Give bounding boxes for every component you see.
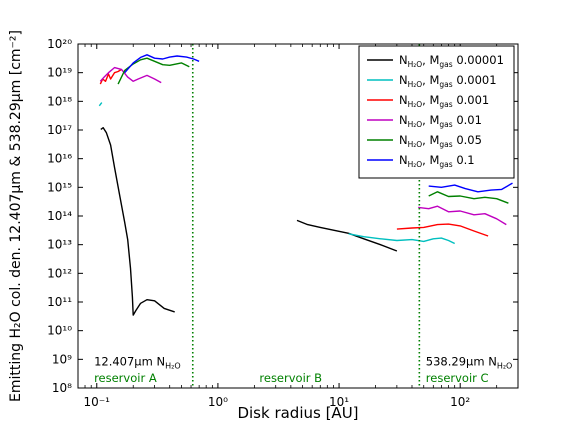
y-tick-label-5: 10¹³ xyxy=(47,238,72,252)
y-tick-label-9: 10¹⁷ xyxy=(47,123,72,137)
y-tick-label-10: 10¹⁸ xyxy=(47,94,72,108)
legend-entry-1: NH₂O, Mgas 0.0001 xyxy=(399,73,497,89)
y-tick-label-8: 10¹⁶ xyxy=(47,152,72,166)
x-tick-label-2: 10¹ xyxy=(329,395,349,409)
x-tick-label-0: 10⁻¹ xyxy=(84,395,111,409)
series-line-5-segment-0 xyxy=(124,54,200,74)
series-line-4-segment-1 xyxy=(428,191,509,204)
y-tick-label-4: 10¹² xyxy=(47,266,72,280)
legend: NH₂O, Mgas 0.00001 NH₂O, Mgas 0.0001 NH₂O,… xyxy=(358,45,515,179)
y-tick-label-3: 10¹¹ xyxy=(47,295,72,309)
y-axis-label: Emitting H₂O col. den. 12.407μm & 538.29… xyxy=(8,30,24,402)
legend-entry-2: NH₂O, Mgas 0.001 xyxy=(399,93,489,109)
legend-entry-5: NH₂O, Mgas 0.1 xyxy=(399,153,475,169)
legend-entry-0: NH₂O, Mgas 0.00001 xyxy=(399,53,504,69)
series-line-3-segment-0 xyxy=(99,66,162,84)
series-line-5-segment-1 xyxy=(428,182,513,193)
tick-layer: 10⁻¹ 10⁰ 10¹ 10² 10⁸ 10⁹ 10¹⁰ 10¹¹ 10¹² 10¹³ 10¹⁴ 1… xyxy=(47,37,518,409)
series-line-2-segment-0 xyxy=(99,68,122,85)
annotation-2: reservoir B xyxy=(259,371,322,385)
x-axis-label: Disk radius [AU] xyxy=(237,404,358,422)
series-line-4-segment-0 xyxy=(117,57,190,85)
series-line-1-segment-1 xyxy=(348,233,456,245)
annotation-3: 538.29μm NH₂O xyxy=(426,355,513,371)
y-tick-label-0: 10⁸ xyxy=(52,381,72,395)
series-line-0-segment-1 xyxy=(296,219,398,252)
y-tick-label-7: 10¹⁵ xyxy=(47,180,72,194)
x-tick-label-3: 10² xyxy=(450,395,470,409)
series-line-2-segment-1 xyxy=(396,223,489,237)
y-tick-label-2: 10¹⁰ xyxy=(47,324,72,338)
x-tick-label-1: 10⁰ xyxy=(208,395,228,409)
y-tick-label-12: 10²⁰ xyxy=(47,37,72,51)
y-tick-label-1: 10⁹ xyxy=(52,352,72,366)
y-tick-label-6: 10¹⁴ xyxy=(47,209,72,223)
legend-entry-4: NH₂O, Mgas 0.05 xyxy=(399,133,482,149)
series-line-3-segment-1 xyxy=(418,205,507,226)
annotation-1: reservoir A xyxy=(94,371,157,385)
y-tick-label-11: 10¹⁹ xyxy=(47,66,72,80)
series-line-0-segment-0 xyxy=(100,127,175,316)
annotation-0: 12.407μm NH₂O xyxy=(94,355,181,371)
legend-entry-3: NH₂O, Mgas 0.01 xyxy=(399,113,482,129)
series-layer xyxy=(98,54,513,316)
annotation-4: reservoir C xyxy=(426,371,489,385)
series-line-1-segment-0 xyxy=(98,102,103,107)
